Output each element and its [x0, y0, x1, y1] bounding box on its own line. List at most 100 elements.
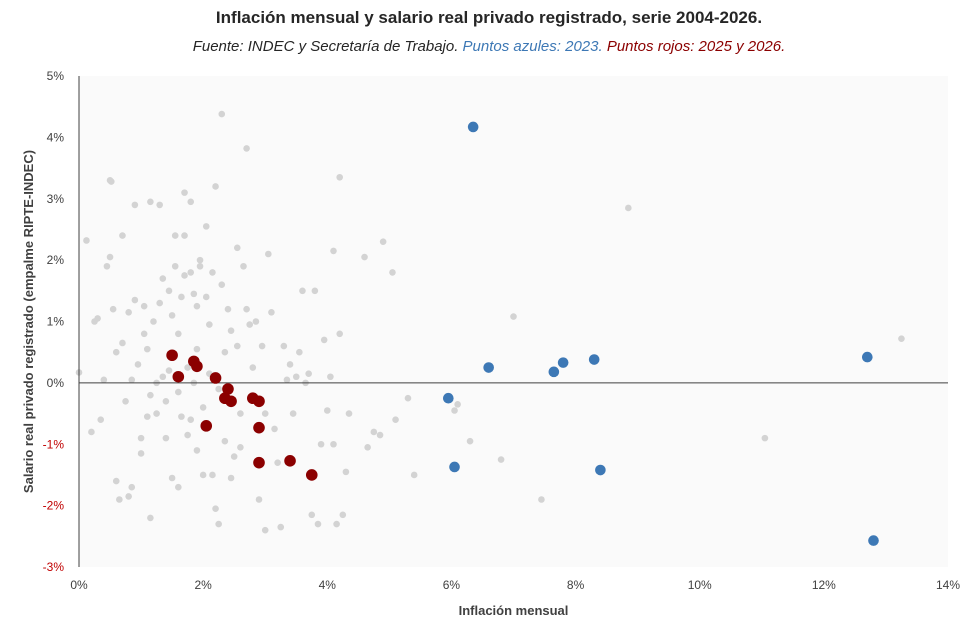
- other-point-38: [156, 201, 163, 209]
- other-point-114: [299, 287, 306, 295]
- other-point-57: [184, 364, 191, 371]
- other-point-127: [336, 173, 344, 181]
- other-point-149: [898, 335, 905, 342]
- other-point-44: [165, 367, 173, 374]
- other-point-145: [510, 313, 517, 320]
- blue-point-2: [449, 461, 460, 473]
- y-tick-label: -1%: [43, 437, 65, 451]
- other-point-60: [187, 269, 195, 276]
- other-point-108: [280, 342, 288, 350]
- other-point-4: [94, 315, 101, 322]
- other-point-100: [258, 342, 266, 350]
- other-point-143: [466, 437, 474, 445]
- x-tick-label: 12%: [812, 578, 836, 592]
- other-point-30: [143, 345, 151, 353]
- other-point-58: [184, 431, 191, 439]
- other-point-15: [119, 232, 126, 239]
- series-other-points: [75, 110, 905, 534]
- other-point-119: [314, 520, 322, 528]
- x-tick-label: 14%: [936, 578, 960, 592]
- other-point-138: [392, 416, 399, 424]
- other-point-79: [215, 520, 222, 528]
- other-point-47: [171, 232, 179, 239]
- x-axis-title: Inflación mensual: [459, 603, 569, 618]
- other-point-137: [389, 269, 396, 276]
- red-point-10: [253, 395, 265, 408]
- other-point-28: [140, 330, 148, 338]
- other-point-97: [249, 364, 257, 371]
- other-point-111: [289, 410, 297, 417]
- other-point-139: [404, 394, 412, 402]
- blue-point-3: [483, 362, 494, 373]
- series-2025-2026-points: [166, 349, 318, 481]
- other-point-109: [283, 376, 291, 384]
- other-point-69: [199, 471, 207, 479]
- x-axis-ticks: 0% 2% 4% 6% 8% 10% 12% 14%: [70, 578, 960, 592]
- other-point-118: [311, 287, 319, 295]
- other-point-84: [221, 437, 229, 445]
- other-point-49: [175, 330, 182, 338]
- other-point-110: [286, 361, 294, 368]
- other-point-45: [168, 312, 176, 319]
- other-point-10: [106, 253, 114, 261]
- y-axis-ticks: -3% -2% -1% 0% 1% 2% 3% 4% 5%: [43, 69, 65, 574]
- other-point-54: [181, 272, 188, 279]
- other-point-55: [181, 189, 188, 196]
- other-point-6: [100, 376, 108, 384]
- other-point-25: [137, 450, 145, 457]
- other-point-23: [131, 296, 139, 304]
- y-tick-label: -2%: [43, 499, 65, 513]
- other-point-11: [109, 305, 117, 313]
- other-point-39: [159, 275, 167, 282]
- plot-area: [79, 76, 948, 567]
- other-point-65: [193, 345, 201, 353]
- red-point-8: [222, 383, 234, 395]
- red-point-1: [172, 370, 185, 383]
- other-point-52: [178, 293, 185, 301]
- other-point-24: [134, 361, 142, 368]
- other-point-96: [246, 321, 253, 328]
- other-point-29: [143, 413, 151, 420]
- other-point-43: [165, 287, 173, 295]
- other-point-16: [119, 339, 126, 347]
- red-point-13: [284, 455, 296, 467]
- red-point-12: [253, 456, 265, 469]
- other-point-123: [327, 373, 334, 381]
- red-point-0: [166, 349, 178, 362]
- other-point-86: [227, 474, 235, 482]
- red-point-3: [191, 360, 203, 373]
- other-point-76: [209, 471, 216, 479]
- other-point-128: [336, 330, 344, 338]
- other-point-82: [218, 110, 226, 118]
- other-point-27: [140, 302, 148, 310]
- other-point-62: [190, 290, 198, 298]
- other-point-85: [224, 305, 232, 313]
- x-tick-label: 8%: [567, 578, 585, 592]
- series-2023-points: [443, 121, 879, 546]
- x-tick-label: 2%: [194, 578, 212, 592]
- red-point-7: [225, 395, 237, 408]
- chart-subtitle: Fuente: INDEC y Secretaría de Trabajo. P…: [0, 38, 978, 55]
- other-point-17: [122, 397, 129, 405]
- other-point-31: [147, 198, 154, 206]
- other-point-112: [292, 373, 300, 381]
- other-point-1: [83, 237, 90, 244]
- other-point-142: [454, 401, 461, 408]
- other-point-117: [308, 511, 316, 519]
- other-point-120: [317, 440, 325, 448]
- y-tick-label: 1%: [47, 315, 65, 329]
- other-point-59: [187, 198, 195, 206]
- other-point-73: [206, 321, 213, 328]
- other-point-107: [277, 523, 285, 531]
- other-point-70: [199, 404, 207, 411]
- blue-point-4: [548, 366, 560, 378]
- other-point-104: [268, 308, 275, 316]
- other-point-46: [168, 474, 176, 482]
- red-point-4: [200, 420, 213, 432]
- other-point-136: [379, 238, 387, 246]
- subtitle-red-note: Puntos rojos: 2025 y 2026.: [606, 38, 786, 55]
- other-point-80: [215, 385, 222, 393]
- other-point-26: [137, 434, 145, 442]
- other-point-48: [171, 262, 179, 270]
- other-point-122: [323, 407, 331, 414]
